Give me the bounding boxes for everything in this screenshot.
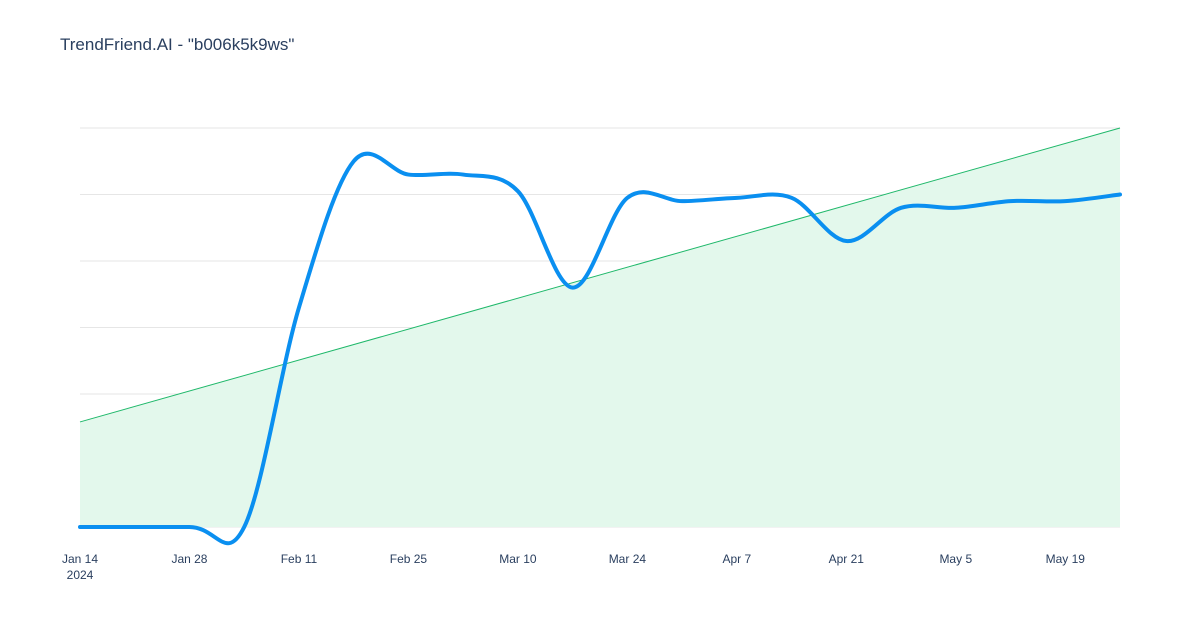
series-line-layer <box>78 151 1122 546</box>
x-tick-label: May 5 <box>939 552 972 566</box>
trend-area-layer <box>79 127 1121 527</box>
x-tick-label: Mar 24 <box>609 552 647 566</box>
x-tick-label: Apr 7 <box>722 552 751 566</box>
x-tick-label: Feb 25 <box>390 552 428 566</box>
x-tick-label: Apr 21 <box>829 552 865 566</box>
trend-line <box>79 127 1121 423</box>
x-tick-label: Feb 11 <box>281 552 318 566</box>
x-tick-sublabel: 2024 <box>67 568 94 582</box>
chart-title: TrendFriend.AI - "b006k5k9ws" <box>60 35 294 54</box>
trend-area <box>80 128 1120 527</box>
x-tick-label: May 19 <box>1046 552 1086 566</box>
x-tick-label: Jan 28 <box>171 552 207 566</box>
series-line <box>78 151 1122 546</box>
x-tick-label: Jan 14 <box>62 552 98 566</box>
x-tick-label: Mar 10 <box>499 552 537 566</box>
x-axis-ticks: Jan 14 2024 Jan 28 Feb 11 Feb 25 Mar 10 Mar 24… <box>62 552 1085 582</box>
